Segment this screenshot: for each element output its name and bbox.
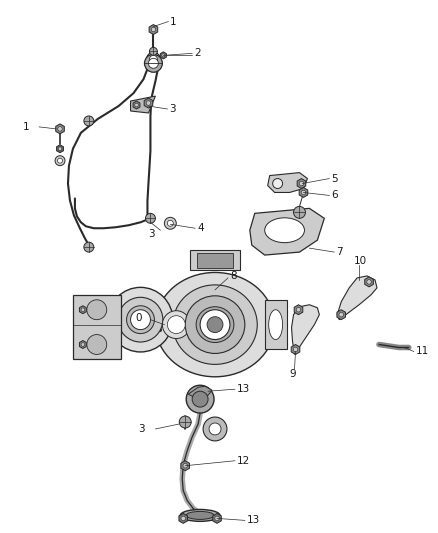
Circle shape — [215, 516, 219, 521]
Ellipse shape — [265, 218, 304, 243]
Circle shape — [167, 316, 185, 334]
Text: 7: 7 — [336, 247, 343, 257]
Polygon shape — [188, 386, 212, 396]
Text: 13: 13 — [237, 384, 250, 394]
Circle shape — [146, 101, 151, 106]
Ellipse shape — [173, 285, 257, 365]
Circle shape — [207, 317, 223, 333]
Circle shape — [179, 416, 191, 428]
Polygon shape — [79, 306, 86, 314]
Polygon shape — [292, 305, 319, 354]
Polygon shape — [131, 96, 155, 113]
Polygon shape — [294, 305, 303, 314]
Polygon shape — [56, 124, 64, 134]
Text: 2: 2 — [194, 49, 201, 58]
Bar — [197, 253, 233, 268]
Text: 4: 4 — [197, 223, 204, 233]
Circle shape — [84, 242, 94, 252]
Polygon shape — [79, 341, 86, 349]
Circle shape — [131, 310, 150, 329]
Circle shape — [299, 181, 304, 186]
Bar — [73, 295, 120, 359]
Circle shape — [164, 217, 176, 229]
Circle shape — [181, 516, 185, 521]
Text: 1: 1 — [23, 122, 30, 132]
Circle shape — [192, 391, 208, 407]
Circle shape — [167, 220, 173, 226]
Ellipse shape — [118, 297, 163, 342]
Text: 8: 8 — [230, 271, 237, 281]
Text: 9: 9 — [290, 369, 296, 379]
Circle shape — [148, 58, 159, 68]
Circle shape — [162, 311, 190, 338]
Circle shape — [135, 103, 138, 107]
Text: 3: 3 — [170, 104, 176, 114]
Polygon shape — [144, 98, 153, 108]
Ellipse shape — [127, 306, 155, 334]
Circle shape — [149, 55, 157, 63]
Circle shape — [209, 423, 221, 435]
Circle shape — [367, 280, 371, 284]
Text: 12: 12 — [237, 456, 250, 466]
Polygon shape — [181, 461, 190, 471]
Ellipse shape — [268, 310, 283, 340]
Polygon shape — [250, 208, 324, 255]
Bar — [265, 300, 286, 350]
Polygon shape — [365, 277, 373, 287]
Ellipse shape — [180, 510, 220, 521]
Text: 0: 0 — [135, 313, 142, 322]
Text: 6: 6 — [331, 190, 338, 200]
Polygon shape — [268, 173, 307, 192]
Polygon shape — [133, 101, 140, 109]
Circle shape — [296, 308, 301, 312]
Polygon shape — [337, 310, 346, 320]
Circle shape — [186, 385, 214, 413]
Polygon shape — [213, 513, 221, 523]
Circle shape — [145, 213, 155, 223]
Text: 1: 1 — [170, 17, 177, 27]
Text: 5: 5 — [331, 174, 338, 183]
Circle shape — [87, 300, 107, 320]
Circle shape — [57, 158, 63, 163]
Circle shape — [55, 156, 65, 166]
Ellipse shape — [196, 307, 234, 343]
Ellipse shape — [108, 287, 173, 352]
Circle shape — [151, 27, 155, 32]
Text: 3: 3 — [148, 229, 155, 239]
Ellipse shape — [155, 272, 275, 377]
Circle shape — [273, 179, 283, 189]
Circle shape — [203, 417, 227, 441]
Circle shape — [339, 312, 343, 317]
Polygon shape — [179, 513, 187, 523]
Circle shape — [149, 47, 157, 55]
Text: 10: 10 — [354, 256, 367, 266]
Circle shape — [84, 116, 94, 126]
Polygon shape — [337, 276, 377, 320]
Circle shape — [293, 347, 298, 352]
Polygon shape — [149, 25, 158, 35]
Text: 3: 3 — [138, 424, 145, 434]
Polygon shape — [57, 145, 64, 153]
Circle shape — [81, 343, 85, 346]
Text: 11: 11 — [416, 346, 429, 357]
Text: 13: 13 — [247, 515, 260, 526]
Circle shape — [301, 190, 306, 195]
Circle shape — [183, 464, 187, 468]
Ellipse shape — [185, 296, 245, 353]
Circle shape — [81, 308, 85, 311]
Circle shape — [58, 127, 62, 131]
Circle shape — [162, 54, 165, 57]
Polygon shape — [160, 52, 166, 59]
Circle shape — [87, 335, 107, 354]
Ellipse shape — [186, 512, 214, 519]
Circle shape — [200, 310, 230, 340]
Polygon shape — [299, 188, 308, 197]
Polygon shape — [297, 179, 306, 189]
Circle shape — [146, 52, 160, 66]
Polygon shape — [291, 344, 300, 354]
Circle shape — [58, 147, 62, 150]
Circle shape — [145, 54, 162, 72]
Bar — [190, 250, 240, 270]
Circle shape — [293, 206, 305, 219]
